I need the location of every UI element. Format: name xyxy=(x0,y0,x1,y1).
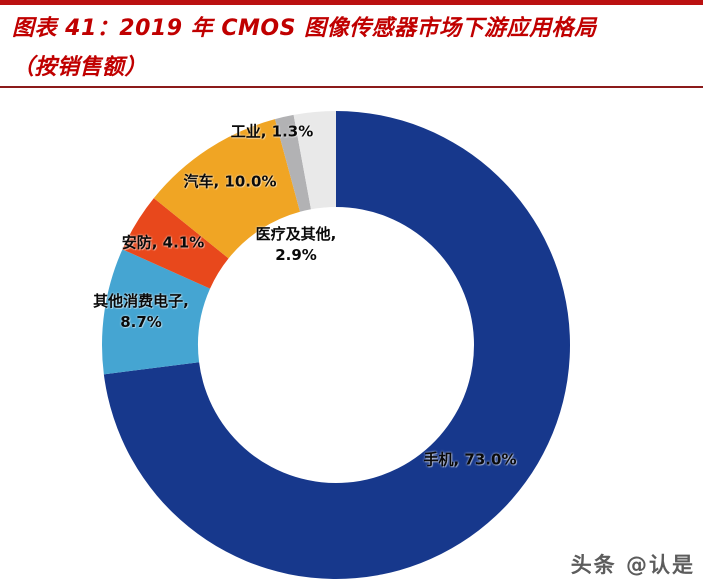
watermark: 头条 @认是 xyxy=(570,553,695,577)
donut-segment-3 xyxy=(153,119,300,259)
chart-title-line2: （按销售额） xyxy=(12,55,148,80)
donut-segment-4 xyxy=(274,114,311,212)
donut-segment-1 xyxy=(102,249,211,375)
title-separator xyxy=(0,86,703,88)
chart-title-line1: 图表 41：2019 年 CMOS 图像传感器市场下游应用格局 xyxy=(12,16,597,41)
donut-segment-2 xyxy=(122,198,229,289)
top-accent-bar xyxy=(0,0,703,5)
donut-segment-0 xyxy=(103,111,571,580)
chart-title: 图表 41：2019 年 CMOS 图像传感器市场下游应用格局 （按销售额） xyxy=(12,9,695,87)
donut-segment-5 xyxy=(293,111,336,210)
